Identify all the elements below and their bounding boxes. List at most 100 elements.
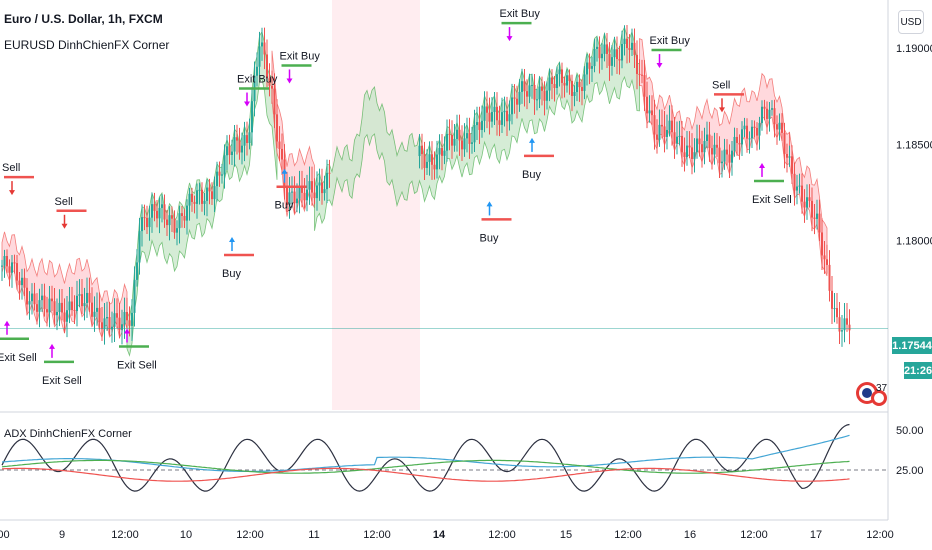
candle-body [141,217,143,232]
candle-body [643,75,646,97]
candle-body [528,85,531,97]
candle-body [121,324,123,330]
candle-body [171,215,173,219]
candle-body [206,187,208,201]
candle-body [601,53,603,59]
candle-body [81,294,83,307]
candle-body [218,171,221,176]
candle-body [771,108,773,110]
price-tick-label: 1.19000 [896,43,932,55]
candle-body [98,307,101,323]
candle-body [148,217,151,228]
candle-body [243,135,246,146]
candle-body [783,132,786,154]
candle-body [233,137,236,152]
candle-body [556,74,558,88]
signal-arrow-head [244,101,250,107]
candle-body [756,127,758,136]
candle-body [36,304,38,312]
candle-body [281,148,283,160]
candle-body [293,191,296,204]
candle-body [421,145,423,155]
candle-body [733,136,736,151]
candle-body [583,74,586,91]
candle-body [216,171,218,187]
signal-label: Exit Buy [650,35,691,47]
candle-body [686,145,688,157]
candle-body [598,46,601,59]
time-tick-label: 12:00 [111,529,139,541]
candle-body [793,173,796,191]
candle-body [448,133,451,135]
candle-body [618,59,621,61]
candle-body [443,150,446,156]
candle-body [46,309,48,313]
candle-body [266,54,268,79]
candle-body [716,144,718,148]
candle-body [521,81,523,92]
candle-body [118,317,121,330]
candle-body [456,129,458,139]
time-tick-label: 12:00 [614,529,642,541]
price-tick-label: 1.18000 [896,236,932,248]
candle-body [766,108,768,119]
candle-body [228,146,231,155]
candle-body [761,106,763,124]
candle-body [541,86,543,91]
signal-arrow-head [719,107,725,113]
adx-line [1,423,850,492]
candle-body [73,310,76,312]
candle-body [146,217,148,228]
candle-body [678,135,681,137]
candle-body [526,91,528,97]
signal-arrow-head [656,63,663,69]
candle-body [651,110,653,116]
candle-body [211,191,213,200]
candle-body [278,141,281,149]
candle-body [563,82,566,86]
signal-arrow-head [61,223,68,229]
candle-body [516,98,518,105]
candle-body [51,298,53,302]
candle-body [26,287,28,305]
candle-body [418,145,421,157]
candle-body [296,198,298,204]
candle-body [843,318,846,331]
candle-body [846,318,848,325]
candle-body [463,138,466,150]
signal-arrow-head [229,237,235,243]
time-tick-label: 9 [59,529,65,541]
candle-body [116,313,118,318]
last-price-badge: 1.17544 [892,337,932,354]
candle-body [303,192,306,201]
candle-body [181,213,183,216]
candle-body [226,146,228,156]
candle-body [326,172,328,190]
candle-body [506,110,508,122]
candle-body [758,123,761,136]
candle-body [623,38,626,44]
candle-body [826,259,828,265]
time-tick-label: 11 [308,529,319,541]
signal-label: Buy [522,169,541,181]
candle-body [188,193,191,206]
candle-body [816,213,818,219]
candle-body [676,136,678,144]
candle-body [773,108,776,125]
candle-body [611,57,613,66]
candle-body [38,300,41,312]
candle-body [103,318,106,330]
currency-button[interactable]: USD [898,10,924,34]
candle-body [208,187,211,192]
candle-body [736,136,738,143]
time-tick-label: 12:00 [866,529,894,541]
bear-cloud [789,132,828,277]
candle-body [23,277,26,288]
candle-body [828,264,831,291]
candle-body [196,190,198,204]
candle-body [663,126,666,137]
signal-label: Sell [55,196,73,208]
candle-body [821,232,823,256]
candle-body [193,201,196,204]
